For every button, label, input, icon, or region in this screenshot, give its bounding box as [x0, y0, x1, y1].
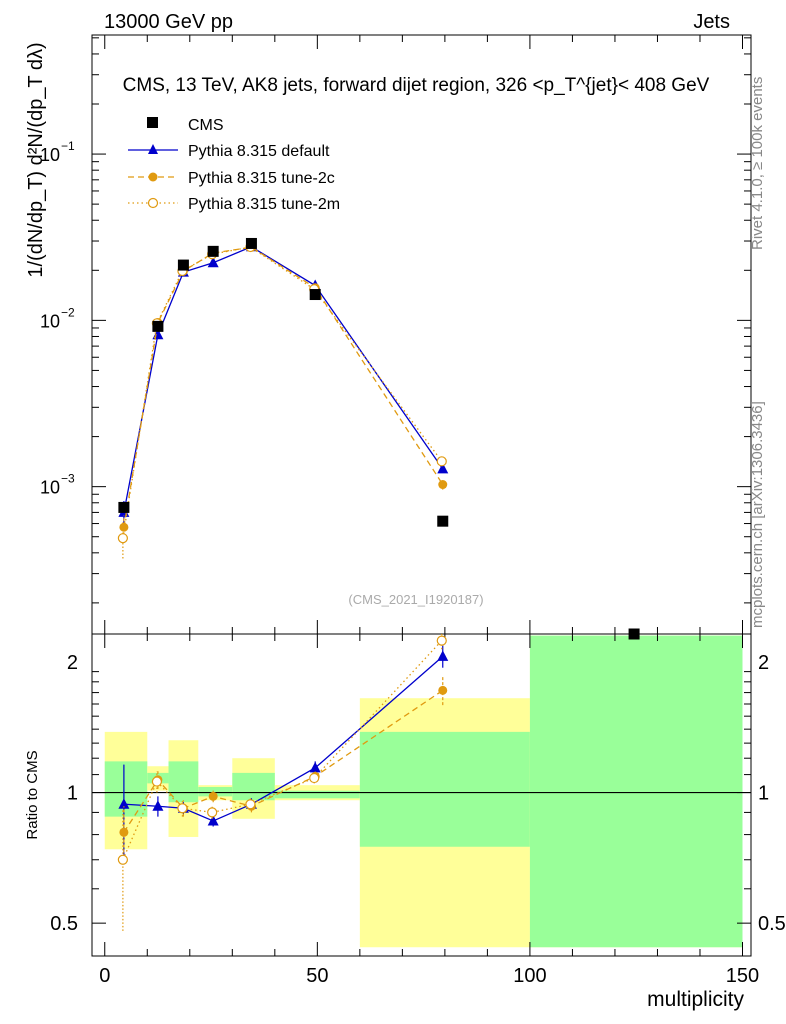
x-axis-label: multiplicity — [647, 988, 744, 1011]
ratio-y-axis-label: Ratio to CMS — [24, 750, 41, 839]
ratio-y-tick-label-right-0: 0.5 — [758, 913, 786, 935]
marker-pythia-8-315-tune-2m-6 — [436, 456, 447, 467]
ratio-y-tick-label-right-2: 2 — [758, 652, 769, 674]
series-line-pythia-8-315-default — [123, 246, 444, 513]
y-tick-exponent-0: −1 — [61, 139, 75, 153]
marker-pythia-8-315-tune-2m-6 — [436, 635, 447, 646]
x-tick-label-2: 100 — [513, 965, 546, 987]
marker-pythia-8-315-tune-2c-3 — [208, 791, 218, 801]
energy-label: 13000 GeV pp — [104, 11, 233, 33]
legend-marker-tune2c — [148, 172, 158, 182]
marker-pythia-8-315-tune-2m-0 — [117, 854, 128, 865]
cms-point-3 — [207, 245, 219, 257]
legend-label-tune2c: Pythia 8.315 tune-2c — [188, 170, 335, 187]
ratio-y-tick-label-right-1: 1 — [758, 783, 769, 805]
y-tick-label-0: 10 — [40, 145, 60, 165]
marker-pythia-8-315-tune-2c-0 — [119, 522, 129, 532]
y-tick-label-2: 10 — [40, 478, 60, 498]
ratio-plot-frame — [91, 633, 752, 957]
marker-pythia-8-315-tune-2m-3 — [207, 807, 218, 818]
cms-point-0 — [118, 501, 130, 513]
x-tick-label-1: 50 — [306, 965, 328, 987]
main-axis-ticks: 10−110−210−3 — [40, 35, 751, 634]
cms-point-1 — [152, 320, 164, 332]
cms-point-4 — [245, 237, 257, 249]
marker-pythia-8-315-tune-2m-2 — [177, 803, 188, 814]
marker-pythia-8-315-tune-2c-6 — [438, 685, 448, 695]
marker-pythia-8-315-tune-2c-6 — [438, 480, 448, 490]
plot-title: CMS, 13 TeV, AK8 jets, forward dijet reg… — [123, 75, 710, 96]
marker-pythia-8-315-tune-2m-4 — [245, 799, 256, 810]
y-tick-label-1: 10 — [40, 311, 60, 331]
cms-point-5 — [309, 289, 321, 301]
series-line-pythia-8-315-tune-2m — [122, 246, 443, 539]
ratio-axis-ticks: 0 50 100 150 0.5 0.5 1 1 2 2 — [50, 634, 786, 987]
cms-point-2 — [177, 259, 189, 271]
legend-label-tune2m: Pythia 8.315 tune-2m — [188, 196, 340, 213]
marker-pythia-8-315-default-5 — [309, 761, 321, 773]
cms-point-6 — [437, 515, 449, 527]
ratio-y-tick-label-left-0: 0.5 — [50, 913, 78, 935]
ratio-y-tick-label-left-1: 1 — [67, 783, 78, 805]
ratio-uncertainty-bands — [104, 635, 743, 948]
y-tick-exponent-2: −3 — [61, 472, 75, 486]
band-green-4 — [232, 772, 275, 801]
band-green-2 — [168, 761, 199, 803]
category-label: Jets — [693, 11, 730, 33]
y-tick-exponent-1: −2 — [61, 305, 75, 319]
cms-point-7 — [628, 628, 640, 640]
legend-marker-default — [148, 144, 158, 154]
ratio-series-group — [117, 634, 449, 931]
analysis-id: (CMS_2021_I1920187) — [348, 592, 483, 607]
x-tick-label-0: 0 — [99, 965, 110, 987]
marker-pythia-8-315-tune-2m-1 — [151, 776, 162, 787]
marker-pythia-8-315-default-3 — [207, 814, 219, 826]
marker-pythia-8-315-default-6 — [437, 462, 449, 474]
marker-pythia-8-315-default-3 — [207, 256, 219, 268]
marker-pythia-8-315-tune-2c-0 — [119, 827, 129, 837]
rivet-version-text: Rivet 4.1.0, ≥ 100k events — [749, 77, 766, 250]
legend-marker-cms — [147, 117, 158, 128]
series-line-pythia-8-315-tune-2c — [123, 246, 444, 528]
main-y-axis-label: 1/(dN/dp_T) d²N/(dp_T dλ) — [25, 42, 47, 277]
marker-pythia-8-315-tune-2m-0 — [117, 533, 128, 544]
cms-data-points — [118, 237, 640, 640]
marker-pythia-8-315-default-0 — [118, 798, 130, 809]
band-green-5 — [274, 790, 360, 799]
marker-pythia-8-315-default-1 — [152, 800, 164, 811]
band-green-6 — [359, 731, 530, 847]
main-series-group — [117, 240, 449, 559]
band-green-3 — [198, 786, 233, 797]
band-green-7 — [529, 635, 743, 948]
source-text: mcplots.cern.ch [arXiv:1306.3436] — [749, 401, 766, 628]
x-tick-label-3: 150 — [726, 965, 759, 987]
legend-label-default: Pythia 8.315 default — [188, 143, 330, 160]
legend: CMS Pythia 8.315 default Pythia 8.315 tu… — [128, 117, 340, 213]
rivet-version-label: Rivet 4.1.0, ≥ 100k events — [749, 77, 766, 250]
marker-pythia-8-315-default-6 — [437, 650, 449, 661]
ratio-y-tick-label-left-2: 2 — [67, 652, 78, 674]
marker-pythia-8-315-tune-2m-5 — [309, 772, 320, 784]
legend-label-cms: CMS — [188, 117, 224, 134]
legend-marker-tune2m — [147, 197, 159, 209]
ratio-y-axis-label-text: Ratio to CMS — [24, 750, 41, 839]
source-label: mcplots.cern.ch [arXiv:1306.3436] — [749, 401, 766, 628]
main-y-axis-label-text: 1/(dN/dp_T) d²N/(dp_T dλ) — [25, 42, 47, 277]
